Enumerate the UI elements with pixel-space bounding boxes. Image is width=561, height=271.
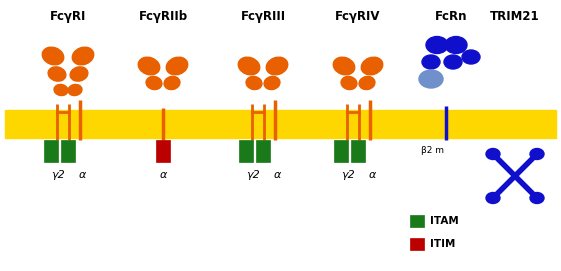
Ellipse shape [146, 76, 162, 90]
Ellipse shape [164, 76, 180, 90]
Ellipse shape [70, 67, 88, 81]
Bar [410, 215, 424, 227]
Text: ITAM: ITAM [430, 216, 459, 226]
Ellipse shape [138, 57, 160, 75]
Text: FcγRIII: FcγRIII [241, 10, 286, 23]
Text: ITIM: ITIM [430, 239, 456, 249]
Ellipse shape [341, 76, 357, 90]
Ellipse shape [361, 57, 383, 75]
Ellipse shape [462, 50, 480, 64]
Ellipse shape [246, 76, 262, 90]
Ellipse shape [486, 192, 500, 204]
Text: FcRn: FcRn [435, 10, 467, 23]
Ellipse shape [166, 57, 188, 75]
Ellipse shape [530, 192, 544, 204]
Ellipse shape [42, 47, 64, 65]
Ellipse shape [359, 76, 375, 90]
Ellipse shape [54, 85, 68, 96]
Text: TRIM21: TRIM21 [490, 10, 540, 23]
Ellipse shape [445, 37, 467, 53]
Text: γ2: γ2 [246, 170, 260, 180]
Ellipse shape [238, 57, 260, 75]
Bar [410, 238, 424, 250]
Bar [156, 140, 170, 162]
Text: α: α [369, 170, 376, 180]
Ellipse shape [266, 57, 288, 75]
Ellipse shape [530, 149, 544, 160]
Ellipse shape [333, 57, 355, 75]
Ellipse shape [264, 76, 280, 90]
Ellipse shape [48, 67, 66, 81]
Bar [44, 140, 58, 162]
Text: FcγRIV: FcγRIV [335, 10, 381, 23]
Bar [256, 140, 270, 162]
Bar [334, 140, 348, 162]
Bar [5, 110, 556, 138]
Ellipse shape [444, 55, 462, 69]
Text: β2 m: β2 m [421, 146, 444, 155]
Ellipse shape [68, 85, 82, 96]
Text: α: α [273, 170, 280, 180]
Text: FcγRIIb: FcγRIIb [139, 10, 187, 23]
Ellipse shape [426, 37, 448, 53]
Ellipse shape [486, 149, 500, 160]
Ellipse shape [419, 70, 443, 88]
Ellipse shape [72, 47, 94, 65]
Bar [62, 140, 76, 162]
Text: α: α [159, 170, 167, 180]
Text: FcγRI: FcγRI [50, 10, 86, 23]
Text: α: α [79, 170, 86, 180]
Bar [240, 140, 254, 162]
Text: γ2: γ2 [341, 170, 355, 180]
Text: γ2: γ2 [51, 170, 65, 180]
Ellipse shape [422, 55, 440, 69]
Bar [352, 140, 366, 162]
